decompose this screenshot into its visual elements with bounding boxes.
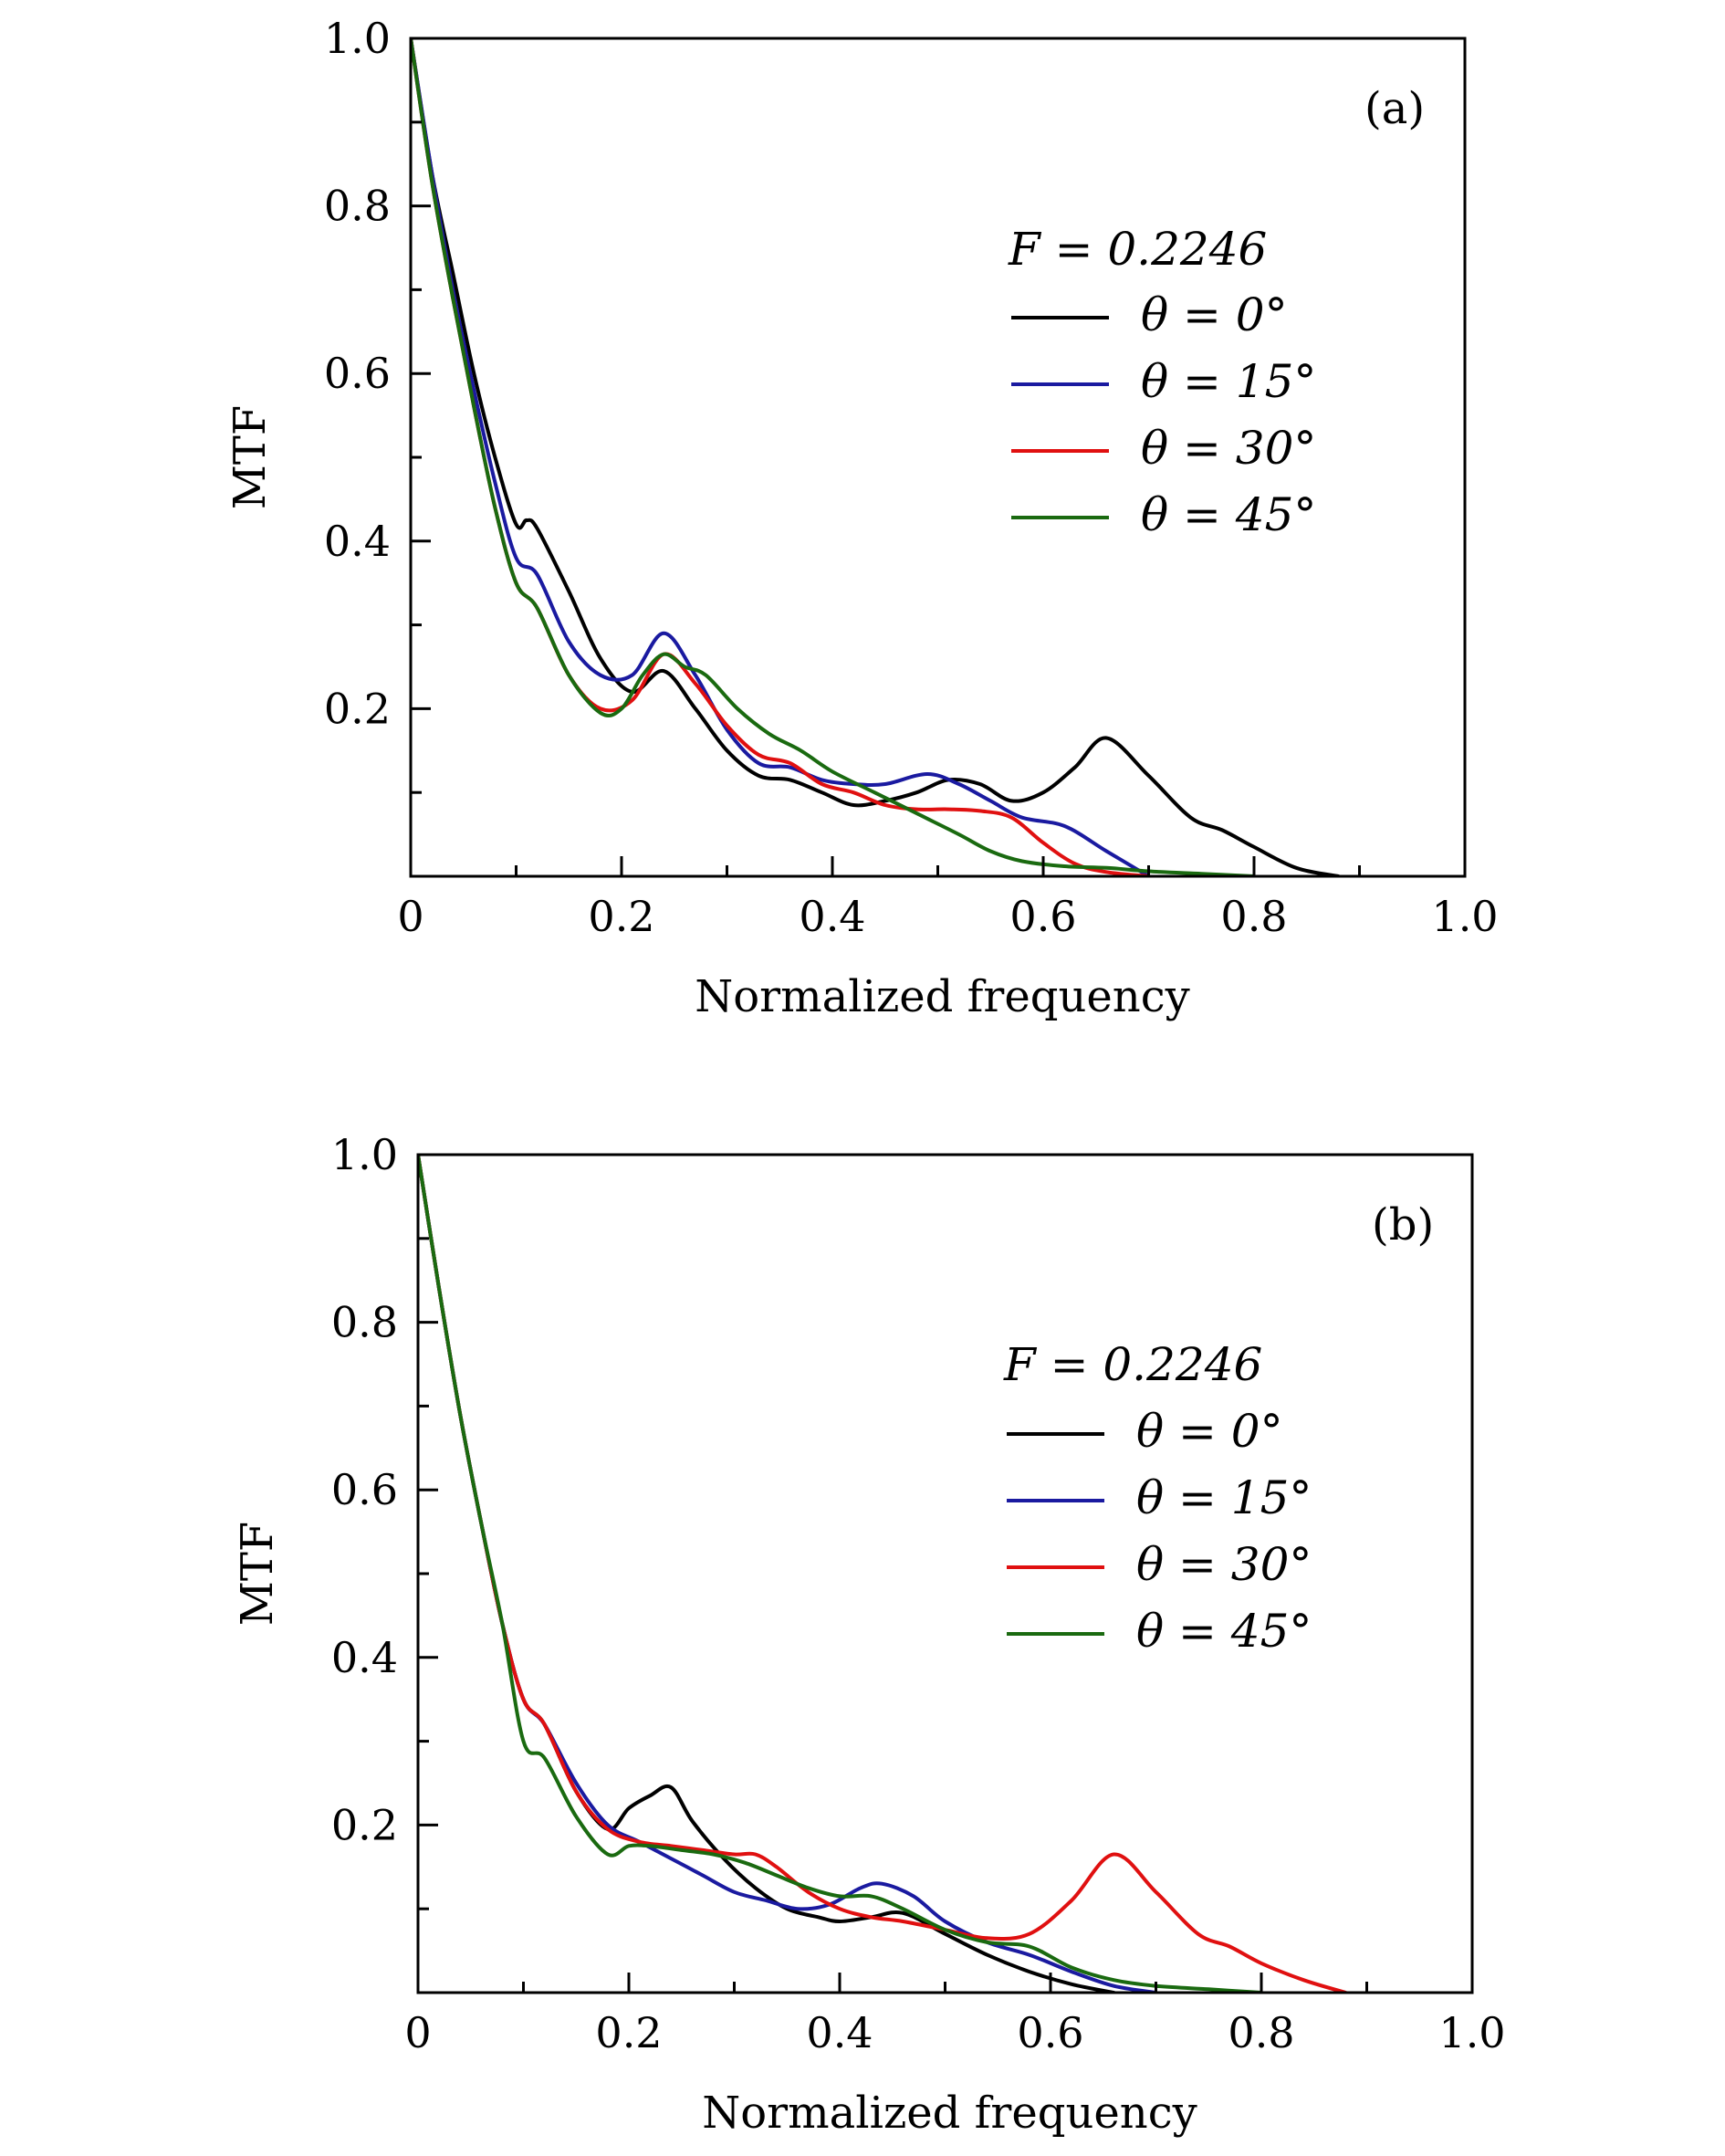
y-tick-label: 0.8: [324, 182, 391, 231]
x-tick-label: 0.6: [1017, 2008, 1083, 2057]
y-tick-label: 0.4: [324, 517, 391, 566]
x-axis-label: Normalized frequency: [702, 2088, 1197, 2139]
x-tick-label: 0.8: [1220, 892, 1287, 941]
x-tick-label: 0.8: [1228, 2008, 1294, 2057]
y-tick-label: 0.4: [331, 1633, 398, 1682]
x-axis-label: Normalized frequency: [695, 971, 1189, 1022]
legend-entry: θ = 0°: [1141, 288, 1288, 341]
series-line-3: [418, 1155, 1263, 1993]
y-tick-label: 1.0: [324, 14, 391, 63]
legend: F = 0.2246 θ = 0° θ = 15° θ = 30° θ = 45°: [1008, 223, 1316, 541]
y-axis-label: MTF: [232, 1522, 283, 1626]
x-tick-label: 1.0: [1438, 2008, 1505, 2057]
legend-entry: θ = 15°: [1141, 355, 1316, 408]
x-tick-label: 0: [397, 892, 423, 941]
legend-entry: θ = 45°: [1136, 1605, 1312, 1658]
legend-entry: θ = 30°: [1141, 422, 1316, 475]
legend-entry: θ = 0°: [1136, 1405, 1283, 1458]
legend-entry: θ = 30°: [1136, 1538, 1312, 1591]
legend-title: F = 0.2246: [1003, 1338, 1262, 1391]
y-tick-label: 0.2: [331, 1800, 398, 1849]
panel-label: (a): [1364, 83, 1425, 134]
series-line-0: [411, 38, 1341, 876]
y-tick-label: 0.6: [331, 1465, 398, 1514]
plot-frame: [416, 1153, 1474, 1994]
series-lines: [418, 1155, 1348, 1993]
x-tick-label: 0.2: [595, 2008, 662, 2057]
panel-label: (b): [1372, 1199, 1434, 1251]
series-line-1: [411, 38, 1151, 876]
series-lines: [411, 38, 1341, 876]
chart-panel-a: 0 0.2 0.4 0.6 0.8 1.0 0.2 0.4 0.6 0.8 1.0 Normalize…: [225, 14, 1499, 1022]
y-axis-label: MTF: [225, 405, 276, 509]
y-tick-label: 0.2: [324, 684, 391, 733]
x-tick-label: 0: [404, 2008, 431, 2057]
legend: F = 0.2246 θ = 0° θ = 15° θ = 30° θ = 45°: [1003, 1338, 1312, 1658]
series-line-2: [411, 38, 1151, 876]
x-tick-label: 0.2: [588, 892, 654, 941]
series-line-0: [418, 1155, 1116, 1993]
series-line-3: [411, 38, 1256, 876]
legend-entry: θ = 15°: [1136, 1471, 1312, 1524]
x-tick-label: 0.4: [799, 892, 865, 941]
legend-title: F = 0.2246: [1008, 223, 1267, 276]
y-tick-label: 1.0: [331, 1130, 398, 1179]
y-tick-label: 0.8: [331, 1298, 398, 1347]
series-line-1: [418, 1155, 1158, 1993]
chart-panel-b: 0 0.2 0.4 0.6 0.8 1.0 0.2 0.4 0.6 0.8 1.0 Normalize…: [232, 1130, 1506, 2139]
legend-entry: θ = 45°: [1141, 488, 1316, 541]
y-tick-label: 0.6: [324, 349, 391, 398]
x-tick-label: 0.6: [1009, 892, 1076, 941]
x-tick-label: 0.4: [806, 2008, 873, 2057]
x-tick-label: 1.0: [1431, 892, 1498, 941]
